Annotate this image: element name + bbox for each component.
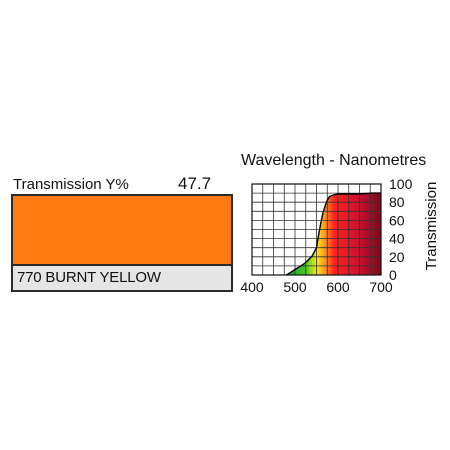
y-tick-label: 80 xyxy=(389,194,405,210)
filter-name-bar: 770 BURNT YELLOW xyxy=(13,264,231,290)
x-tick-label: 600 xyxy=(326,279,350,295)
plot-frame xyxy=(251,183,382,276)
x-tick-label: 400 xyxy=(240,279,264,295)
y-tick-label: 0 xyxy=(389,267,397,283)
filter-name: 770 BURNT YELLOW xyxy=(17,269,161,286)
filter-swatch: 770 BURNT YELLOW xyxy=(11,194,233,292)
swatch-color-block xyxy=(13,196,231,264)
y-tick-label: 100 xyxy=(389,176,413,192)
x-tick-label: 700 xyxy=(369,279,393,295)
x-tick-label: 500 xyxy=(283,279,307,295)
transmission-value: 47.7 xyxy=(178,174,212,193)
y-tick-label: 60 xyxy=(389,212,405,228)
transmission-label: Transmission Y% xyxy=(13,176,129,193)
y-tick-label: 20 xyxy=(389,249,405,265)
transmission-curve xyxy=(286,192,381,276)
transmission-area xyxy=(286,193,381,275)
y-axis-label: Transmission xyxy=(423,182,440,271)
chart-title: Wavelength - Nanometres xyxy=(241,152,427,169)
y-tick-label: 40 xyxy=(389,231,405,247)
